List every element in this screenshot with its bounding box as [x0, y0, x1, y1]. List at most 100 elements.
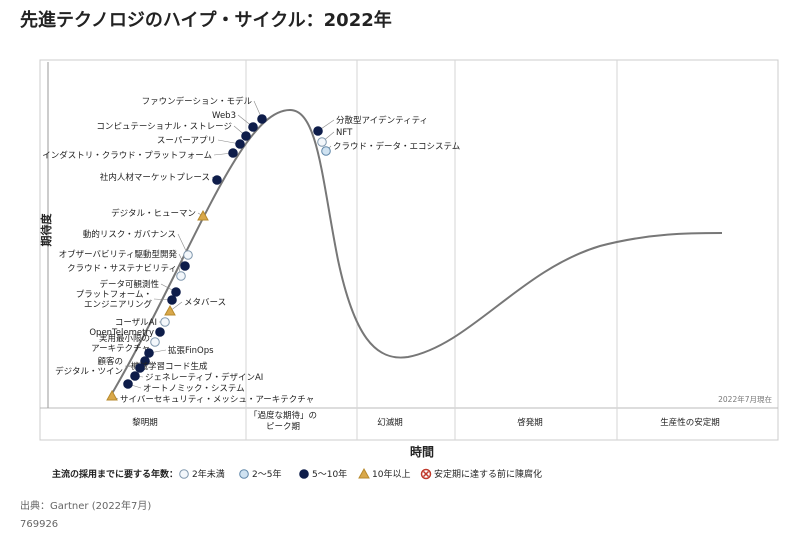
title: 先進テクノロジのハイプ・サイクル：2022年 [20, 9, 392, 31]
label-line: クラウド・データ・エコシステム [333, 141, 460, 152]
technology-marker [167, 295, 177, 305]
label-line: アーキテクチャ [91, 344, 150, 354]
technology-marker [123, 379, 133, 389]
x-axis-label: 時間 [410, 444, 434, 459]
label-line: サイバーセキュリティ・メッシュ・アーキテクチャ [120, 395, 314, 405]
technology-marker [197, 209, 209, 221]
technology-label: 社内人材マーケットプレース [100, 172, 210, 183]
legend-label: 2年未満 [192, 468, 225, 480]
label-line: クラウド・サステナビリティ [67, 264, 177, 274]
label-line: 実用最小限の [99, 333, 150, 344]
label-line: オートノミック・システム [143, 384, 245, 394]
technology-label: デジタル・ヒューマン [111, 208, 196, 219]
technology-label: 機械学習コード生成 [131, 361, 208, 372]
label-line: メタバース [184, 298, 226, 308]
technology-label: インダストリ・クラウド・プラットフォーム [42, 150, 212, 161]
technology-marker [321, 146, 331, 156]
technology-label: 顧客のデジタル・ツイン [55, 356, 123, 377]
phase-line: 黎明期 [132, 417, 158, 428]
phase-line: ピーク期 [266, 422, 300, 432]
technology-label: 実用最小限のアーキテクチャ [91, 333, 150, 354]
technology-marker [317, 137, 327, 147]
technology-label: スーパーアプリ [157, 136, 216, 146]
technology-label: プラットフォーム・エンジニアリング [76, 290, 153, 310]
technology-label: NFT [336, 128, 353, 138]
label-line: 機械学習コード生成 [131, 361, 208, 372]
technology-label: 動的リスク・ガバナンス [83, 229, 176, 240]
label-line: 拡張FinOps [168, 345, 214, 356]
marker-cross [422, 470, 430, 478]
technology-marker [160, 317, 170, 327]
technology-label: Web3 [212, 111, 236, 121]
technology-marker [150, 337, 160, 347]
phase-label: 「過度な期待」のピーク期 [249, 410, 317, 432]
technology-marker [228, 148, 238, 158]
technology-marker [144, 348, 154, 358]
label-line: デジタル・ヒューマン [111, 208, 196, 219]
label-line: 社内人材マーケットプレース [100, 172, 210, 183]
technology-label: 分散型アイデンティティ [336, 115, 428, 126]
technology-marker [241, 131, 251, 141]
frame [39, 59, 779, 441]
technology-marker [135, 363, 145, 373]
technology-marker [313, 126, 323, 136]
technology-label: 拡張FinOps [168, 345, 214, 356]
technology-marker [212, 175, 222, 185]
legend-label: 2～5年 [252, 468, 281, 480]
technology-label: クラウド・サステナビリティ [67, 264, 177, 274]
label-line: ファウンデーション・モデル [142, 96, 253, 107]
label-line: 分散型アイデンティティ [336, 115, 428, 126]
content: ファウンデーション・モデル Web3コンピュテーショナル・ストレージスーパーアプリ… [42, 96, 720, 480]
technology-marker [140, 356, 150, 366]
phase-label: 生産性の安定期 [660, 417, 720, 428]
label-line: 顧客の [97, 356, 123, 367]
doc-id: 769926 [20, 519, 58, 530]
phase-label: 幻滅期 [377, 417, 403, 428]
technology-marker [257, 114, 267, 124]
hype-curve [109, 108, 723, 398]
phase-line: 啓発期 [517, 417, 543, 428]
legend-marker [420, 468, 432, 480]
legend-title: 主流の採用までに要する年数： [52, 468, 178, 480]
label-line: データ可観測性 [99, 279, 159, 290]
technology-marker [180, 261, 190, 271]
phase-dividers [245, 60, 618, 440]
technology-label: ジェネレーティブ・デザインAI [145, 372, 263, 383]
label-line: NFT [336, 128, 353, 138]
technology-marker [164, 304, 176, 316]
technology-label: オートノミック・システム [143, 384, 245, 394]
phase-line: 生産性の安定期 [660, 417, 720, 428]
technology-label: オブザーバビリティ駆動型開発 [59, 249, 178, 260]
technology-label: クラウド・データ・エコシステム [333, 141, 460, 152]
legend-label: 10年以上 [372, 468, 410, 480]
phase-line: 幻滅期 [377, 417, 403, 428]
phase-label: 黎明期 [132, 417, 158, 428]
label-line: コンピュテーショナル・ストレージ [96, 122, 232, 132]
phase-label: 啓発期 [517, 417, 543, 428]
label-line: Web3 [212, 111, 236, 121]
source: 出典：Gartner (2022年7月) [20, 499, 151, 512]
label-line: 動的リスク・ガバナンス [83, 229, 176, 240]
technology-marker [106, 389, 118, 401]
technology-label: メタバース [184, 298, 226, 308]
label-line: OpenTelemetry [89, 328, 154, 338]
legend-marker [239, 469, 249, 479]
technology-marker [171, 287, 181, 297]
label-line: プラットフォーム・ [76, 290, 152, 300]
technology-label: コーザルAI [115, 318, 157, 328]
label-line: インダストリ・クラウド・プラットフォーム [42, 150, 212, 161]
technology-label: ファウンデーション・モデル [142, 96, 253, 107]
label-line: デジタル・ツイン [55, 366, 123, 377]
technology-marker [235, 139, 245, 149]
technology-label: コンピュテーショナル・ストレージ [96, 122, 232, 132]
label-line: スーパーアプリ [157, 136, 216, 146]
technology-marker [183, 250, 193, 260]
phase-line: 「過度な期待」の [249, 410, 317, 421]
technology-marker [176, 271, 186, 281]
label-line: ジェネレーティブ・デザインAI [145, 372, 263, 383]
label-line: オブザーバビリティ駆動型開発 [59, 249, 178, 260]
legend-marker [179, 469, 189, 479]
technology-marker [130, 371, 140, 381]
